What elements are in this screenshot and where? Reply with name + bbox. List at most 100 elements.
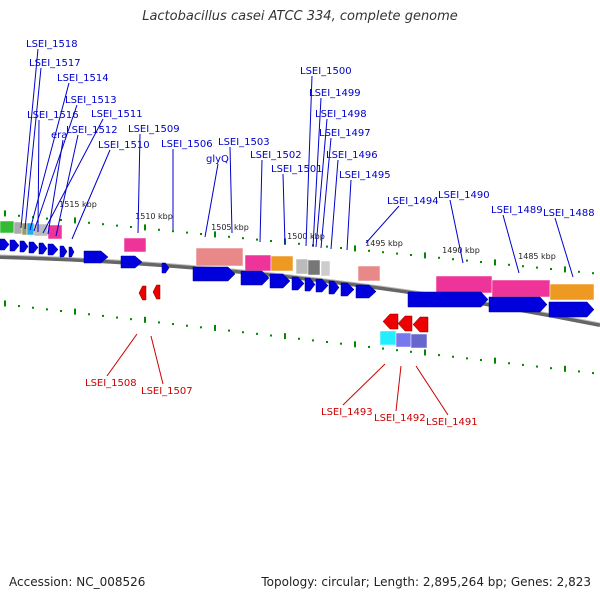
reverse-gene-label: LSEI_1507 (141, 386, 193, 397)
feature-box (295, 258, 309, 275)
reverse-label-line (415, 365, 449, 416)
forward-label-line (346, 179, 352, 251)
tick-mark (256, 332, 258, 335)
forward-gene-arrow (355, 284, 377, 299)
topology-text: Topology: circular; Length: 2,895,264 bp… (261, 575, 591, 589)
tick-mark (340, 342, 342, 345)
forward-label-line (365, 205, 400, 244)
reverse-label-line (150, 335, 164, 385)
tick-mark (382, 347, 384, 350)
tick-mark (46, 308, 48, 311)
reverse-label-line (395, 365, 402, 412)
forward-gene-label: LSEI_1516 (27, 110, 79, 121)
tick-mark (214, 324, 216, 331)
reverse-gene-arrow (138, 285, 147, 301)
forward-gene-arrow (19, 240, 29, 253)
forward-gene-label: LSEI_1496 (326, 150, 378, 161)
tick-mark (578, 370, 580, 373)
forward-gene-arrow (192, 266, 236, 282)
accession-text: Accession: NC_008526 (9, 575, 146, 589)
forward-label-line (259, 159, 263, 243)
tick-mark (424, 252, 426, 259)
forward-gene-arrow (328, 280, 340, 295)
position-tick-label: 1515 kbp (59, 200, 97, 209)
forward-gene-arrow (9, 239, 20, 252)
map-title: Lactobacillus casei ATCC 334, complete g… (142, 9, 458, 24)
tick-mark (144, 224, 146, 231)
feature-box (13, 221, 23, 235)
tick-mark (480, 359, 482, 361)
forward-gene-arrow (304, 277, 316, 292)
tick-mark (200, 233, 202, 235)
forward-gene-label: LSEI_1509 (128, 124, 180, 135)
tick-mark (382, 251, 384, 254)
tick-mark (88, 313, 90, 316)
tick-mark (340, 247, 342, 249)
tick-mark (438, 256, 440, 259)
forward-gene-arrow (291, 276, 305, 291)
forward-gene-arrow (59, 245, 68, 258)
tick-mark (172, 230, 174, 233)
tick-mark (158, 228, 160, 231)
tick-mark (368, 249, 370, 252)
forward-gene-arrow (38, 242, 48, 255)
forward-gene-label: era (51, 130, 67, 141)
forward-label-line (204, 163, 219, 238)
forward-gene-label: LSEI_1489 (491, 205, 543, 216)
tick-mark (88, 221, 90, 224)
tick-mark (4, 210, 6, 217)
tick-mark (536, 365, 538, 368)
tick-mark (130, 318, 132, 321)
tick-mark (214, 231, 216, 238)
forward-label-line (320, 137, 332, 249)
reverse-label-line (106, 333, 138, 377)
forward-gene-arrow (161, 262, 170, 274)
forward-gene-arrows (0, 238, 595, 318)
tick-mark (578, 270, 580, 273)
tick-mark (144, 316, 146, 323)
tick-mark (452, 355, 454, 358)
forward-gene-arrow (488, 296, 548, 313)
feature-box (395, 332, 412, 348)
forward-label-line (33, 104, 78, 232)
forward-gene-arrow (240, 270, 270, 286)
tick-mark (410, 254, 412, 256)
forward-label-line (315, 118, 328, 248)
tick-mark (536, 266, 538, 269)
forward-label-line (24, 67, 42, 230)
tick-mark (60, 219, 62, 221)
tick-mark (326, 341, 328, 344)
forward-label-line (37, 119, 40, 233)
forward-gene-label: glyQ (206, 154, 229, 165)
tick-mark (18, 214, 20, 217)
tick-mark (592, 372, 594, 375)
tick-mark (396, 252, 398, 255)
forward-gene-label: LSEI_1498 (315, 109, 367, 120)
forward-gene-label: LSEI_1517 (29, 58, 81, 69)
feature-box (549, 283, 595, 301)
tick-mark (438, 354, 440, 357)
feature-box (307, 259, 321, 276)
forward-label-line (449, 199, 464, 264)
position-tick-label: 1495 kbp (365, 239, 403, 248)
feature-box (410, 333, 428, 349)
tick-mark (508, 263, 510, 266)
tick-mark (480, 261, 482, 263)
position-tick-label: 1505 kbp (211, 223, 249, 232)
tick-mark (410, 350, 412, 353)
reverse-gene-label: LSEI_1492 (374, 413, 426, 424)
tick-mark (102, 314, 104, 317)
reverse-gene-label: LSEI_1493 (321, 407, 373, 418)
tick-mark (270, 334, 272, 337)
forward-gene-label: LSEI_1514 (57, 73, 109, 84)
tick-mark (522, 363, 524, 366)
tick-mark (172, 323, 174, 326)
feature-box (320, 260, 331, 277)
reverse-gene-arrows (138, 284, 429, 333)
forward-label-line (229, 146, 233, 234)
tick-mark (186, 231, 188, 234)
tick-mark (130, 226, 132, 228)
tick-track-lower (4, 300, 594, 375)
forward-gene-label: LSEI_1503 (218, 137, 270, 148)
